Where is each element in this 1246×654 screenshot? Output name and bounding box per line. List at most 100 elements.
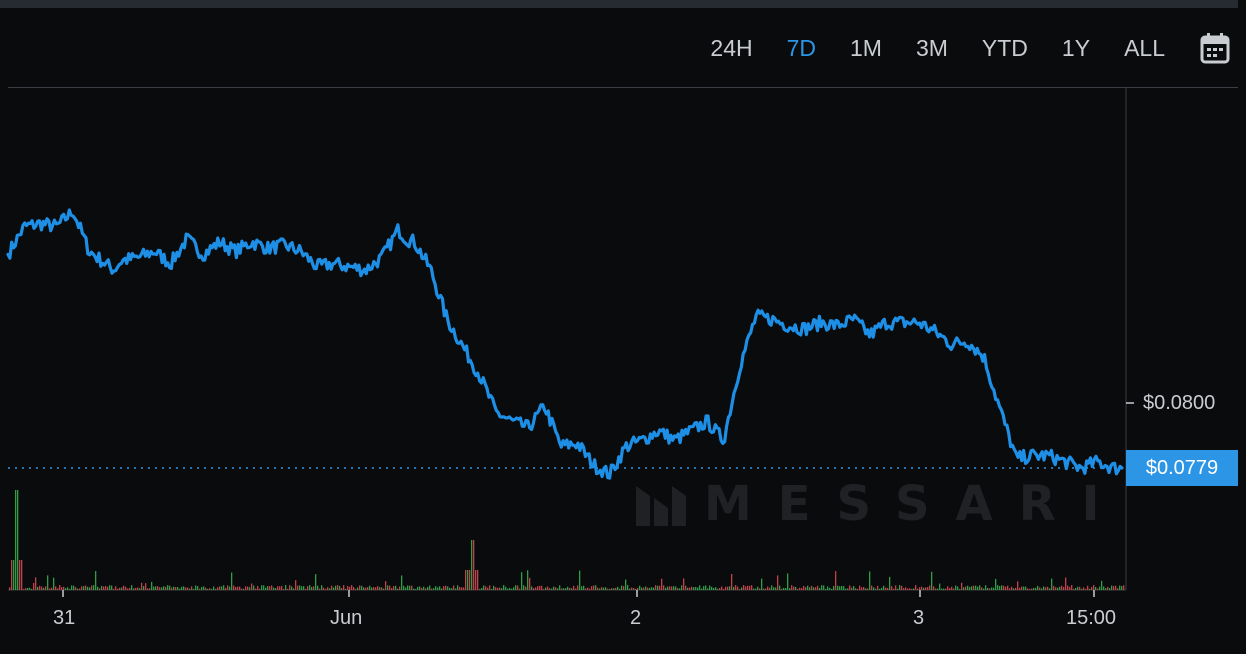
volume-bar [139, 588, 141, 590]
volume-bar [985, 585, 987, 590]
volume-bar [1053, 585, 1055, 590]
volume-bar [547, 586, 549, 590]
volume-bar [573, 585, 575, 590]
volume-bar [721, 586, 723, 590]
volume-bar [875, 588, 877, 590]
volume-bar [777, 575, 779, 590]
volume-bar [167, 585, 169, 590]
range-7d-button[interactable]: 7D [770, 28, 833, 68]
volume-bar [1031, 588, 1033, 590]
volume-bar [83, 586, 85, 590]
volume-bar [757, 586, 759, 590]
volume-bar [533, 588, 535, 590]
range-all-button[interactable]: ALL [1107, 28, 1182, 68]
volume-bar [383, 588, 385, 590]
volume-bar [189, 588, 191, 590]
volume-bar [505, 586, 507, 590]
volume-bar [981, 587, 983, 590]
volume-bar [1063, 586, 1065, 590]
volume-bar [949, 588, 951, 590]
volume-bar [185, 587, 187, 590]
volume-bar [369, 585, 371, 590]
volume-bar [869, 571, 871, 590]
volume-bar [649, 587, 651, 590]
volume-bar [1069, 586, 1071, 590]
volume-bar [459, 587, 461, 590]
volume-bar [339, 586, 341, 590]
volume-bar [943, 588, 945, 590]
volume-bar [999, 586, 1001, 590]
volume-bar [1035, 587, 1037, 590]
volume-bar [1123, 585, 1125, 590]
volume-bar [905, 587, 907, 590]
volume-bar [827, 586, 829, 590]
range-24h-button[interactable]: 24H [693, 28, 769, 68]
volume-bar [99, 588, 101, 590]
volume-bar [455, 588, 457, 590]
volume-bar [1005, 586, 1007, 590]
volume-bar [679, 588, 681, 590]
volume-bar [501, 588, 503, 590]
range-1m-button[interactable]: 1M [833, 28, 899, 68]
volume-bar [59, 585, 61, 590]
volume-bar [907, 588, 909, 590]
volume-bar [767, 586, 769, 590]
range-1y-button[interactable]: 1Y [1045, 28, 1107, 68]
volume-bar [953, 588, 955, 590]
volume-bar [537, 586, 539, 590]
volume-bar [371, 587, 373, 590]
volume-bar [163, 586, 165, 590]
volume-bar [555, 587, 557, 590]
volume-bar [607, 588, 609, 590]
volume-bar [995, 578, 997, 590]
volume-bar [657, 585, 659, 590]
volume-bar [525, 586, 527, 590]
volume-bar [335, 585, 337, 590]
volume-bar [147, 588, 149, 590]
volume-bar [431, 588, 433, 590]
range-ytd-button[interactable]: YTD [965, 28, 1045, 68]
volume-bar [683, 578, 685, 590]
volume-bar [975, 585, 977, 590]
volume-bar [121, 587, 123, 590]
volume-bar [1079, 586, 1081, 590]
volume-bar [103, 586, 105, 590]
volume-bar [859, 585, 861, 590]
volume-bar [1029, 588, 1031, 590]
volume-bar [1023, 586, 1025, 590]
volume-bar [815, 587, 817, 590]
calendar-button[interactable] [1182, 28, 1230, 68]
volume-bar [1081, 588, 1083, 590]
range-3m-button[interactable]: 3M [899, 28, 965, 68]
volume-bar [707, 588, 709, 590]
volume-bar [989, 588, 991, 590]
volume-bar [133, 588, 135, 590]
volume-bar [273, 587, 275, 590]
volume-bar [959, 588, 961, 590]
volume-bar [883, 585, 885, 590]
volume-bar [901, 585, 903, 590]
volume-bar [171, 587, 173, 590]
volume-bar [635, 588, 637, 590]
volume-bar [563, 588, 565, 590]
volume-bar [833, 585, 835, 590]
volume-bar [823, 585, 825, 590]
volume-bar [241, 588, 243, 590]
volume-bar [1047, 586, 1049, 590]
volume-bar [447, 586, 449, 590]
volume-bar [199, 588, 201, 590]
volume-bar [381, 587, 383, 590]
volume-bar [499, 587, 501, 590]
volume-bar [345, 588, 347, 590]
volume-bar [387, 585, 389, 590]
volume-bar [35, 577, 37, 590]
volume-bar [891, 586, 893, 590]
volume-bar [631, 587, 633, 590]
volume-bar [763, 588, 765, 590]
volume-bar [979, 585, 981, 590]
volume-bar [969, 586, 971, 590]
volume-bar [565, 588, 567, 590]
volume-bar [903, 588, 905, 590]
volume-bar [929, 585, 931, 590]
